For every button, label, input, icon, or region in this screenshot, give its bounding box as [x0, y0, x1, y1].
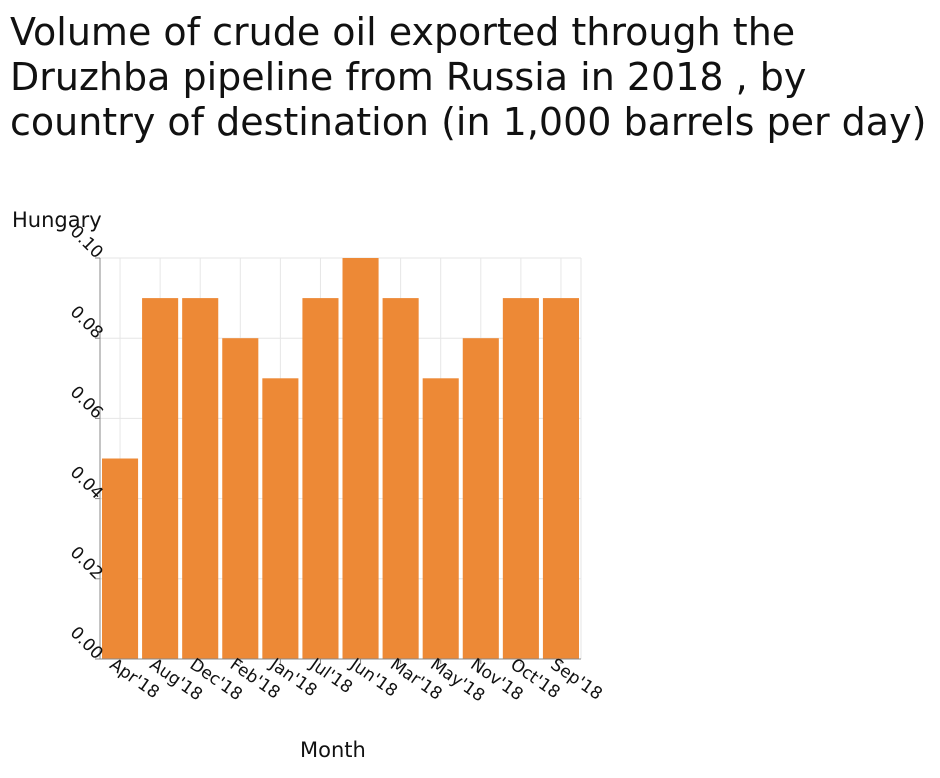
y-tick-label: 0.06 — [66, 382, 107, 423]
y-ticks: 0.00 0.02 0.04 0.06 0.08 0.10 — [66, 222, 107, 664]
bar — [262, 378, 299, 659]
x-ticks: Apr'18Aug'18Dec'18Feb'18Jan'18Jul'18Jun'… — [106, 654, 606, 706]
bar — [222, 338, 259, 659]
y-tick-label: 0.02 — [66, 543, 107, 584]
axes — [99, 258, 581, 660]
y-tick-label: 0.08 — [66, 302, 107, 343]
y-tick-label: 0.00 — [66, 623, 107, 664]
bar — [102, 458, 139, 659]
bar — [342, 258, 379, 659]
y-tick-label: 0.04 — [66, 463, 107, 504]
y-tick-label: 0.10 — [66, 222, 107, 263]
x-axis-label: Month — [300, 738, 366, 762]
bar — [462, 338, 499, 659]
y-axis-label: Hungary — [12, 208, 102, 232]
bar — [502, 298, 539, 659]
bar — [302, 298, 339, 659]
chart-title: Volume of crude oil exported through the… — [10, 10, 927, 144]
bar — [382, 298, 419, 659]
bar — [542, 298, 579, 659]
bar — [182, 298, 219, 659]
bar — [142, 298, 179, 659]
bars — [102, 258, 579, 659]
bar — [422, 378, 459, 659]
